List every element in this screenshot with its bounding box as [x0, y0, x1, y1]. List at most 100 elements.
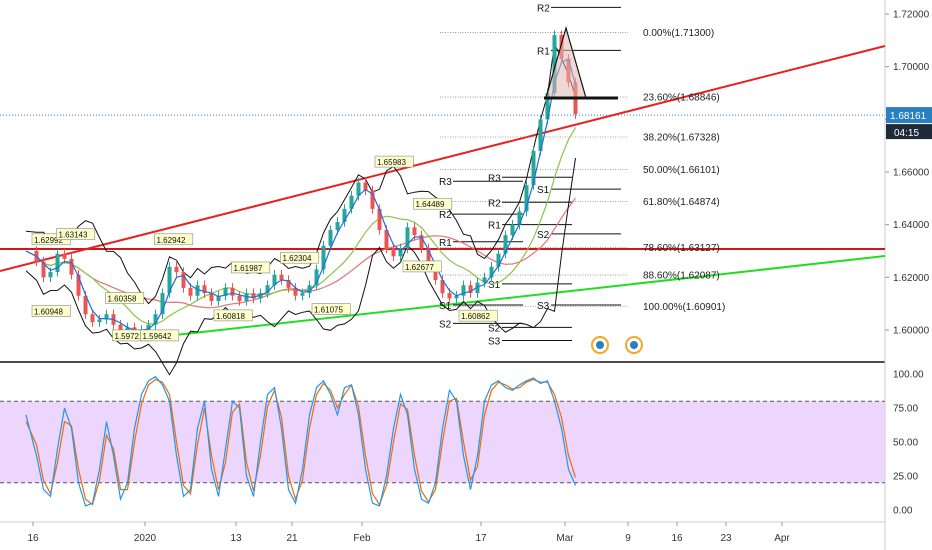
candle-body: [503, 235, 508, 254]
candle-body: [146, 324, 151, 330]
candle-body: [69, 258, 74, 275]
stoch-d-line: [25, 378, 577, 506]
candle-body: [517, 211, 522, 225]
event-icon-core: [596, 341, 604, 349]
pivot-label: S2: [537, 230, 550, 241]
swing-annotation-label: 1.62992: [34, 236, 63, 245]
candle-body: [265, 285, 270, 294]
price-pane[interactable]: 0.00%(1.71300) 23.60%(1.68846) 38.20%(1.67…: [0, 3, 886, 376]
candle-body: [468, 285, 473, 294]
candle-body: [118, 324, 123, 330]
fib-level-label: 0.00%(1.71300): [643, 28, 714, 39]
fib-level-label: 100.00%(1.60901): [643, 302, 725, 313]
candle-body: [314, 269, 319, 286]
swing-annotation-box: [402, 260, 442, 273]
swing-annotation-box: [280, 251, 320, 264]
pivot-label: S2: [439, 319, 452, 330]
time-tick-label: 2020: [134, 533, 157, 544]
swing-annotation-label: 1.60818: [216, 312, 245, 321]
candle-body: [174, 266, 179, 273]
candle-body: [55, 253, 60, 273]
candle-body: [454, 295, 459, 299]
candle-body: [524, 185, 529, 212]
time-tick-label: 17: [475, 533, 487, 544]
candle-body: [384, 229, 389, 249]
price-tick-label: 1.70000: [893, 62, 930, 73]
candle-body: [538, 119, 543, 151]
candle-body: [552, 35, 557, 93]
swing-annotation-box: [413, 197, 453, 210]
candle-body: [440, 279, 445, 294]
candle-body: [293, 287, 298, 296]
swing-annotation-label: 1.62942: [157, 236, 186, 245]
pivot-label: R1: [488, 221, 501, 232]
candle-body: [475, 282, 480, 294]
fib-level-label: 23.60%(1.68846): [643, 93, 720, 104]
fib-level-label: 38.20%(1.67328): [643, 133, 720, 144]
candle-body: [447, 293, 452, 299]
candle-body: [419, 235, 424, 249]
fib-level-label: 50.00%(1.66101): [643, 165, 720, 176]
candle-body: [125, 327, 130, 330]
time-tick-label: 16: [27, 533, 39, 544]
bollinger-upper: [25, 42, 576, 305]
bar-countdown: 04:15: [894, 128, 919, 139]
pivot-label: R2: [488, 198, 501, 209]
swing-annotation-label: 1.62304: [283, 254, 312, 263]
oscillator-pane[interactable]: [0, 375, 885, 507]
candle-body: [349, 195, 354, 209]
swing-annotation-box: [458, 309, 498, 322]
candle-body: [356, 182, 361, 196]
swing-annotation-box: [154, 233, 194, 246]
fib-level-label: 88.60%(1.62087): [643, 271, 720, 282]
candle-body: [391, 248, 396, 257]
candle-body: [426, 248, 431, 267]
candle-body: [370, 190, 375, 209]
candle-body: [307, 285, 312, 294]
swing-annotation-box: [56, 228, 96, 240]
pivot-label: S1: [439, 301, 452, 312]
candle-body: [223, 287, 228, 296]
candle-body: [97, 319, 102, 323]
candle-body: [405, 227, 410, 249]
swing-annotation-box: [311, 303, 351, 315]
candle-body: [209, 293, 214, 302]
candle-body: [153, 314, 158, 325]
candle-body: [216, 295, 221, 302]
swing-annotation-box: [31, 305, 71, 317]
pivot-label: S1: [537, 185, 550, 196]
candle-body: [41, 261, 46, 278]
swing-annotation-label: 1.65983: [377, 158, 406, 167]
candle-body: [104, 314, 109, 320]
swing-annotation-label: 1.59642: [143, 332, 172, 341]
stoch-k-line: [25, 375, 577, 507]
pivot-label: R1: [537, 46, 550, 57]
candle-body: [321, 245, 326, 270]
price-tick-label: 1.62000: [893, 273, 930, 284]
time-tick-label: Feb: [353, 533, 371, 544]
candle-body: [363, 182, 368, 191]
candle-body: [279, 274, 284, 280]
swing-annotation-label: 1.60862: [461, 312, 490, 321]
swing-annotation-label: 1.61075: [314, 306, 343, 315]
candle-body: [482, 277, 487, 283]
current-price-tag: [886, 107, 932, 124]
candle-body: [76, 274, 81, 296]
stoch-tick-label: 50.00: [893, 438, 918, 449]
countdown-tag: [886, 124, 932, 140]
event-icon-core: [630, 341, 638, 349]
candle-body: [202, 285, 207, 294]
swing-annotation-label: 1.59721: [115, 332, 144, 341]
candle-body: [90, 314, 95, 323]
candle-body: [531, 150, 536, 186]
candle-body: [272, 274, 277, 286]
price-tick-label: 1.66000: [893, 168, 930, 179]
time-tick-label: Mar: [556, 533, 574, 544]
swing-annotation-box: [213, 309, 253, 322]
axis-layer: 1.720001.700001.680001.660001.640001.620…: [27, 10, 932, 544]
upper-trend-line: [0, 45, 886, 272]
time-tick-label: 23: [720, 533, 732, 544]
candle-body: [181, 272, 186, 288]
